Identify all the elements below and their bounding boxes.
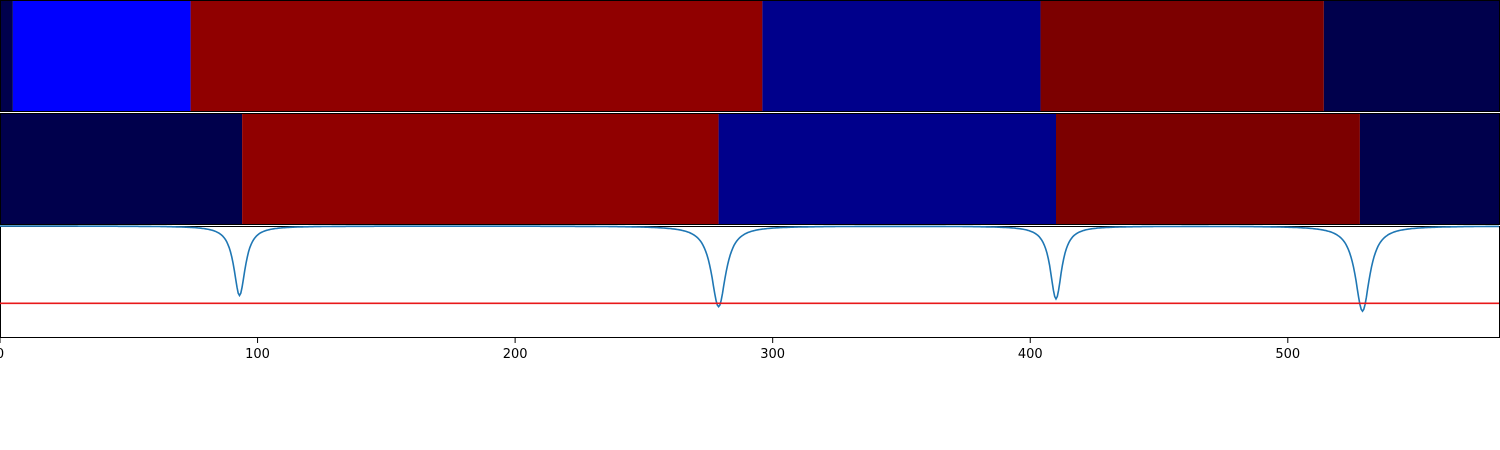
segment-bar [242, 113, 719, 225]
x-tick-label: 100 [245, 347, 270, 362]
x-tick-label: 300 [760, 347, 785, 362]
segment-bar [1055, 113, 1360, 225]
x-axis: 0 100 200 300 400 500 [0, 338, 1300, 362]
signal-line [0, 225, 1499, 313]
segment-bar [190, 0, 763, 112]
segment-bar [1323, 0, 1499, 112]
segment-bar [1040, 0, 1324, 112]
signal-panel [0, 225, 1500, 338]
segment-bar [0, 0, 13, 112]
segment-bar [1359, 113, 1499, 225]
segmentation-panels [0, 0, 1500, 225]
x-tick-label: 400 [1018, 347, 1043, 362]
segmentation-row-1 [0, 0, 1500, 112]
segment-bar [718, 113, 1056, 225]
segment-bar [762, 0, 1041, 112]
segment-bar [0, 113, 243, 225]
signal-frame [0, 226, 1500, 338]
x-tick-label: 500 [1275, 347, 1300, 362]
x-tick-label: 0 [0, 347, 4, 362]
segmentation-row-2 [0, 113, 1500, 225]
x-tick-label: 200 [503, 347, 528, 362]
segment-bar [12, 0, 191, 112]
